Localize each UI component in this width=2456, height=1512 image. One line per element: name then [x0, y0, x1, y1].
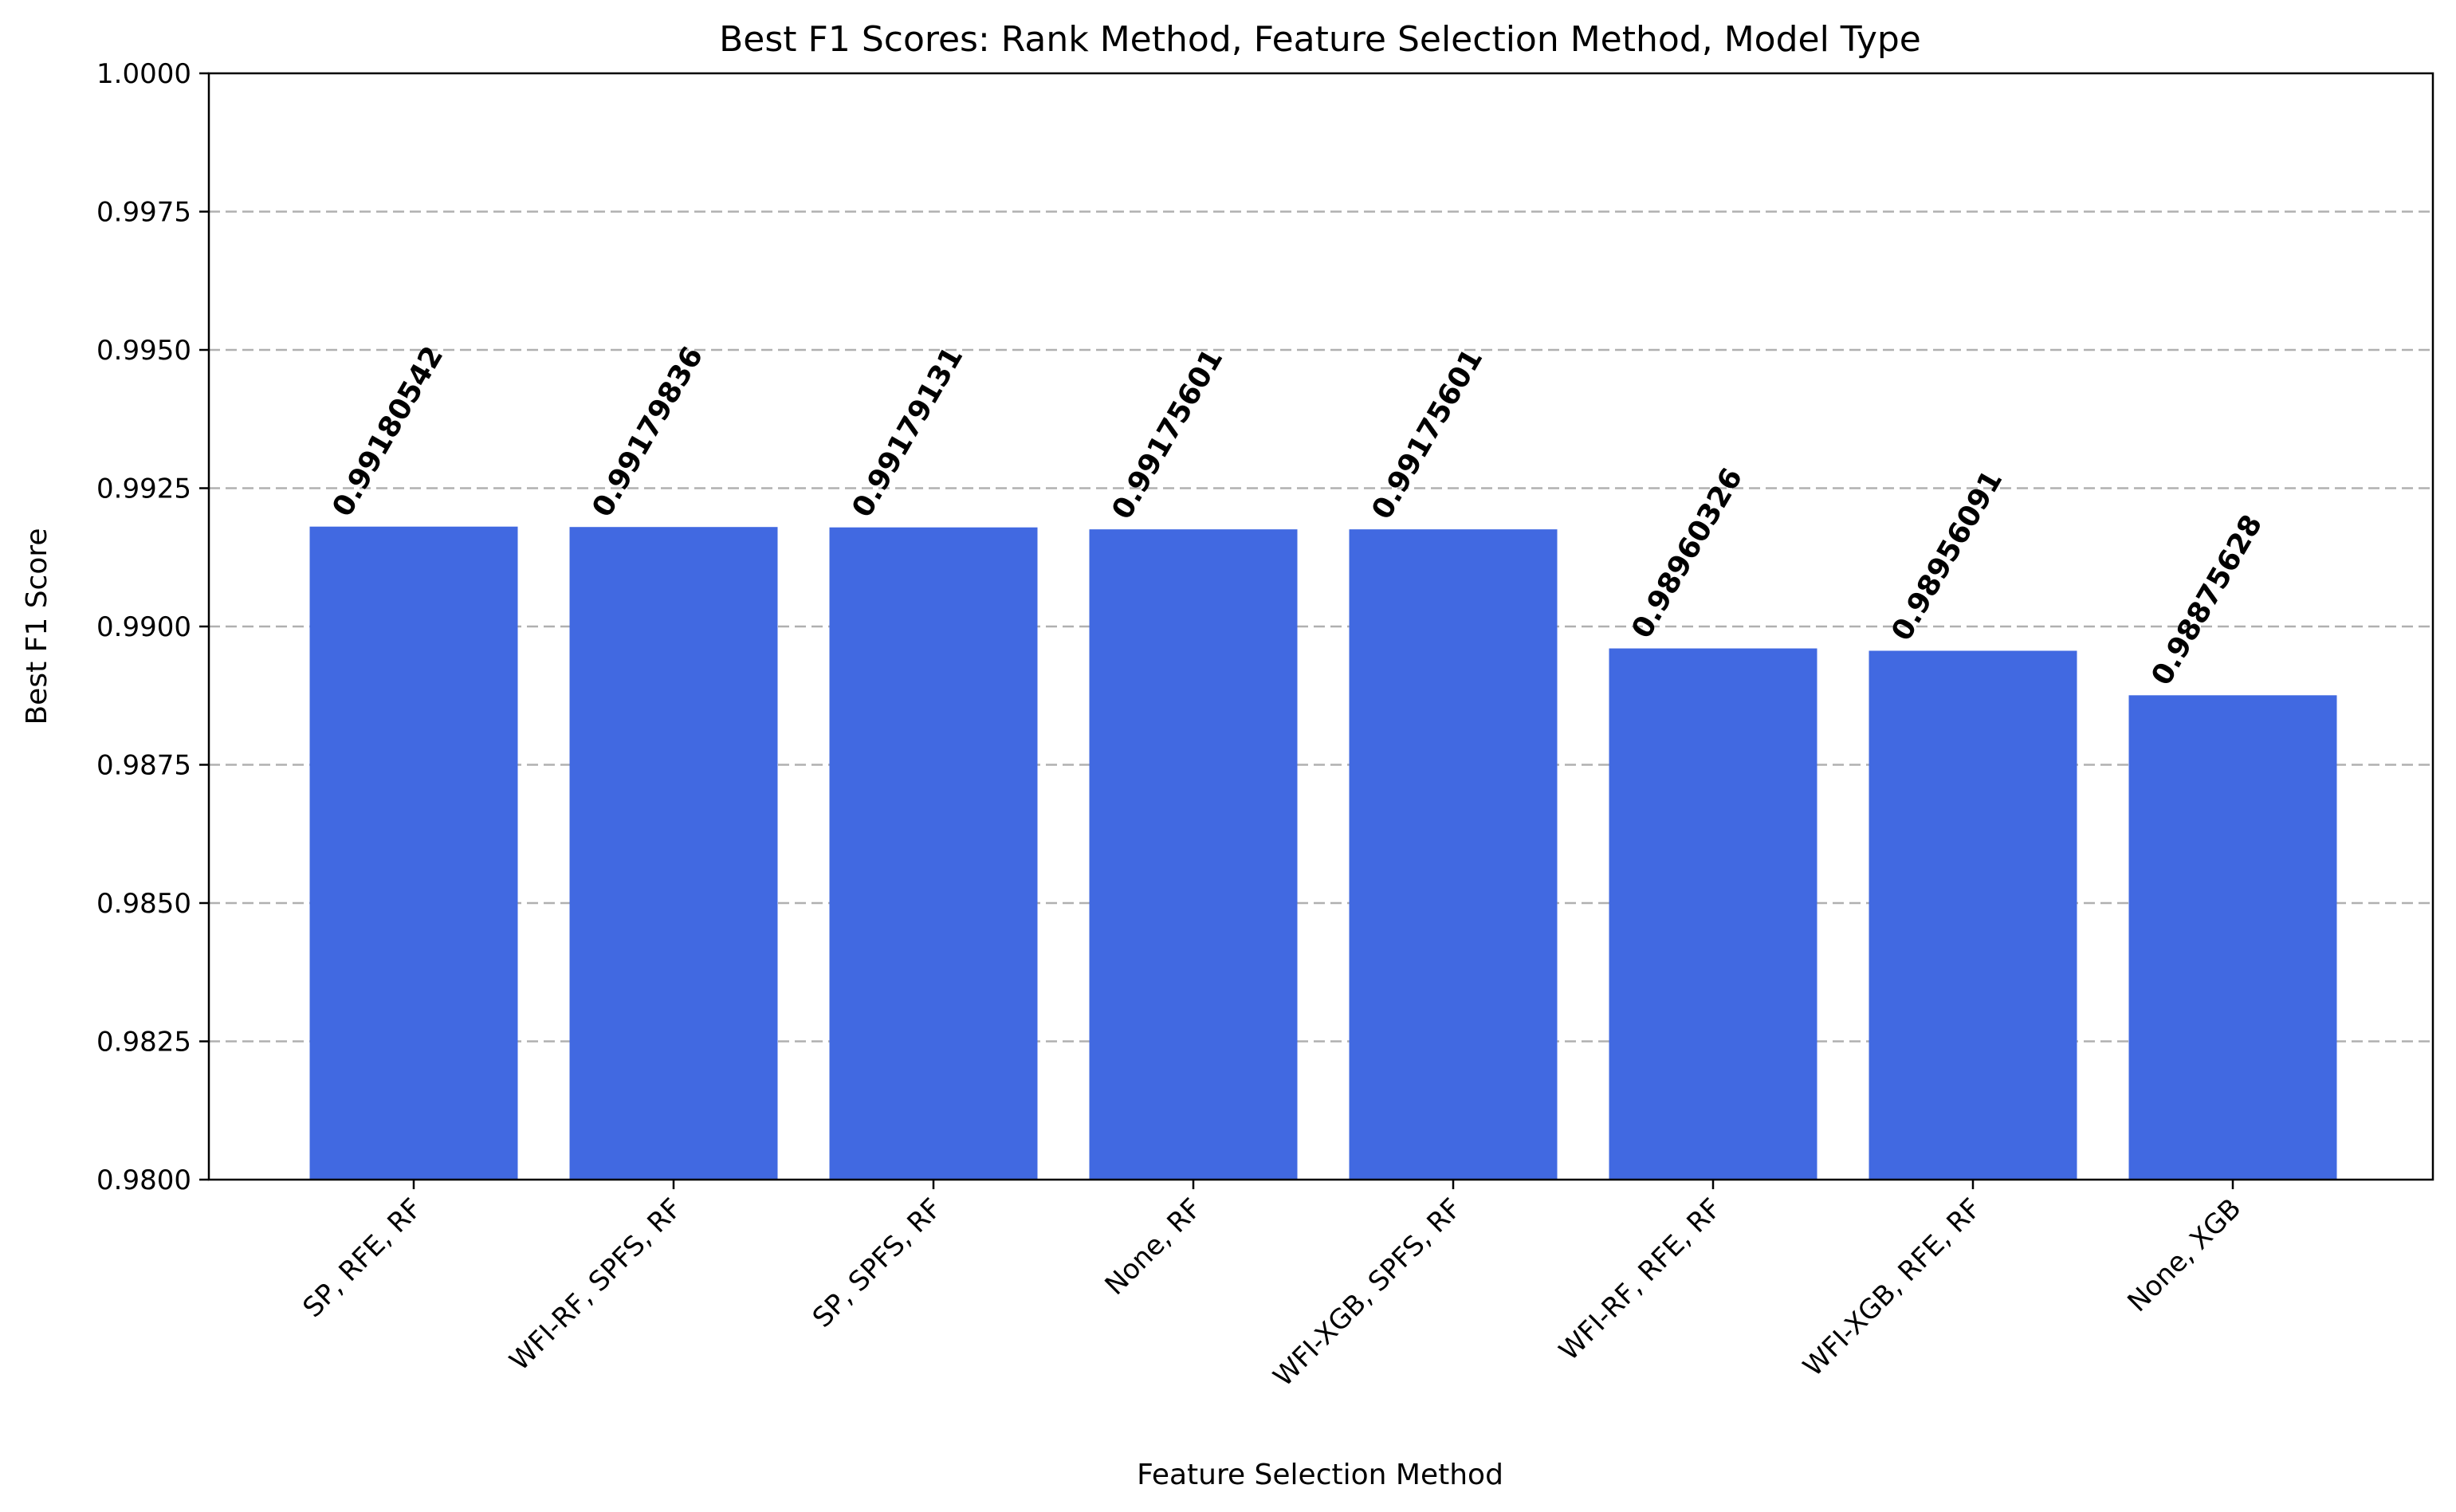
- x-tick-label: None, XGB: [2121, 1192, 2247, 1318]
- bar-value-label: 0.98875628: [2145, 509, 2269, 691]
- y-tick-label: 0.9875: [96, 750, 191, 782]
- x-tick-label: WFI-XGB, RFE, RF: [1797, 1192, 1987, 1383]
- bar: [1349, 529, 1558, 1180]
- x-tick-label: WFI-RF, RFE, RF: [1553, 1192, 1727, 1367]
- y-tick-label: 1.0000: [96, 58, 191, 90]
- bar-value-label: 0.98960326: [1625, 462, 1749, 644]
- bar: [2128, 695, 2337, 1180]
- bar: [309, 526, 518, 1180]
- chart-title: Best F1 Scores: Rank Method, Feature Sel…: [719, 19, 1921, 60]
- bar: [1089, 529, 1298, 1180]
- y-tick-label: 0.9800: [96, 1164, 191, 1196]
- y-axis-label: Best F1 Score: [21, 528, 53, 725]
- y-tick-label: 0.9825: [96, 1027, 191, 1058]
- y-tick-label: 0.9850: [96, 888, 191, 920]
- y-tick-label: 0.9925: [96, 473, 191, 505]
- x-tick-label: SP, RFE, RF: [297, 1192, 428, 1324]
- bar: [829, 527, 1038, 1180]
- x-tick-label: SP, SPFS, RF: [807, 1192, 949, 1334]
- y-tick-label: 0.9950: [96, 335, 191, 367]
- x-axis-ticks: SP, RFE, RF WFI-RF, SPFS, RF SP, SPFS, RF N…: [297, 1180, 2247, 1393]
- y-axis-ticks: 0.9800 0.9825 0.9850 0.9875 0.9900 0.9925 0.99…: [96, 58, 209, 1196]
- x-tick-label: None, RF: [1099, 1192, 1208, 1302]
- x-tick-label: WFI-XGB, SPFS, RF: [1267, 1192, 1468, 1393]
- y-gridlines: [209, 210, 2433, 1043]
- x-axis-label: Feature Selection Method: [1137, 1459, 1503, 1491]
- bar: [569, 527, 778, 1180]
- bar: [1869, 650, 2077, 1180]
- bar-value-label: 0.99175601: [1366, 344, 1489, 525]
- bar-value-label: 0.99180542: [326, 341, 450, 523]
- y-tick-label: 0.9900: [96, 611, 191, 643]
- bar-value-label: 0.99175601: [1106, 344, 1229, 525]
- bar-value-label: 0.98956091: [1885, 465, 2009, 646]
- bar-value-label: 0.99179836: [586, 341, 709, 523]
- bar: [1609, 648, 1817, 1180]
- x-tick-label: WFI-RF, SPFS, RF: [504, 1192, 689, 1377]
- bar-value-label: 0.99179131: [846, 342, 969, 524]
- y-tick-label: 0.9975: [96, 197, 191, 229]
- bars: [309, 526, 2337, 1180]
